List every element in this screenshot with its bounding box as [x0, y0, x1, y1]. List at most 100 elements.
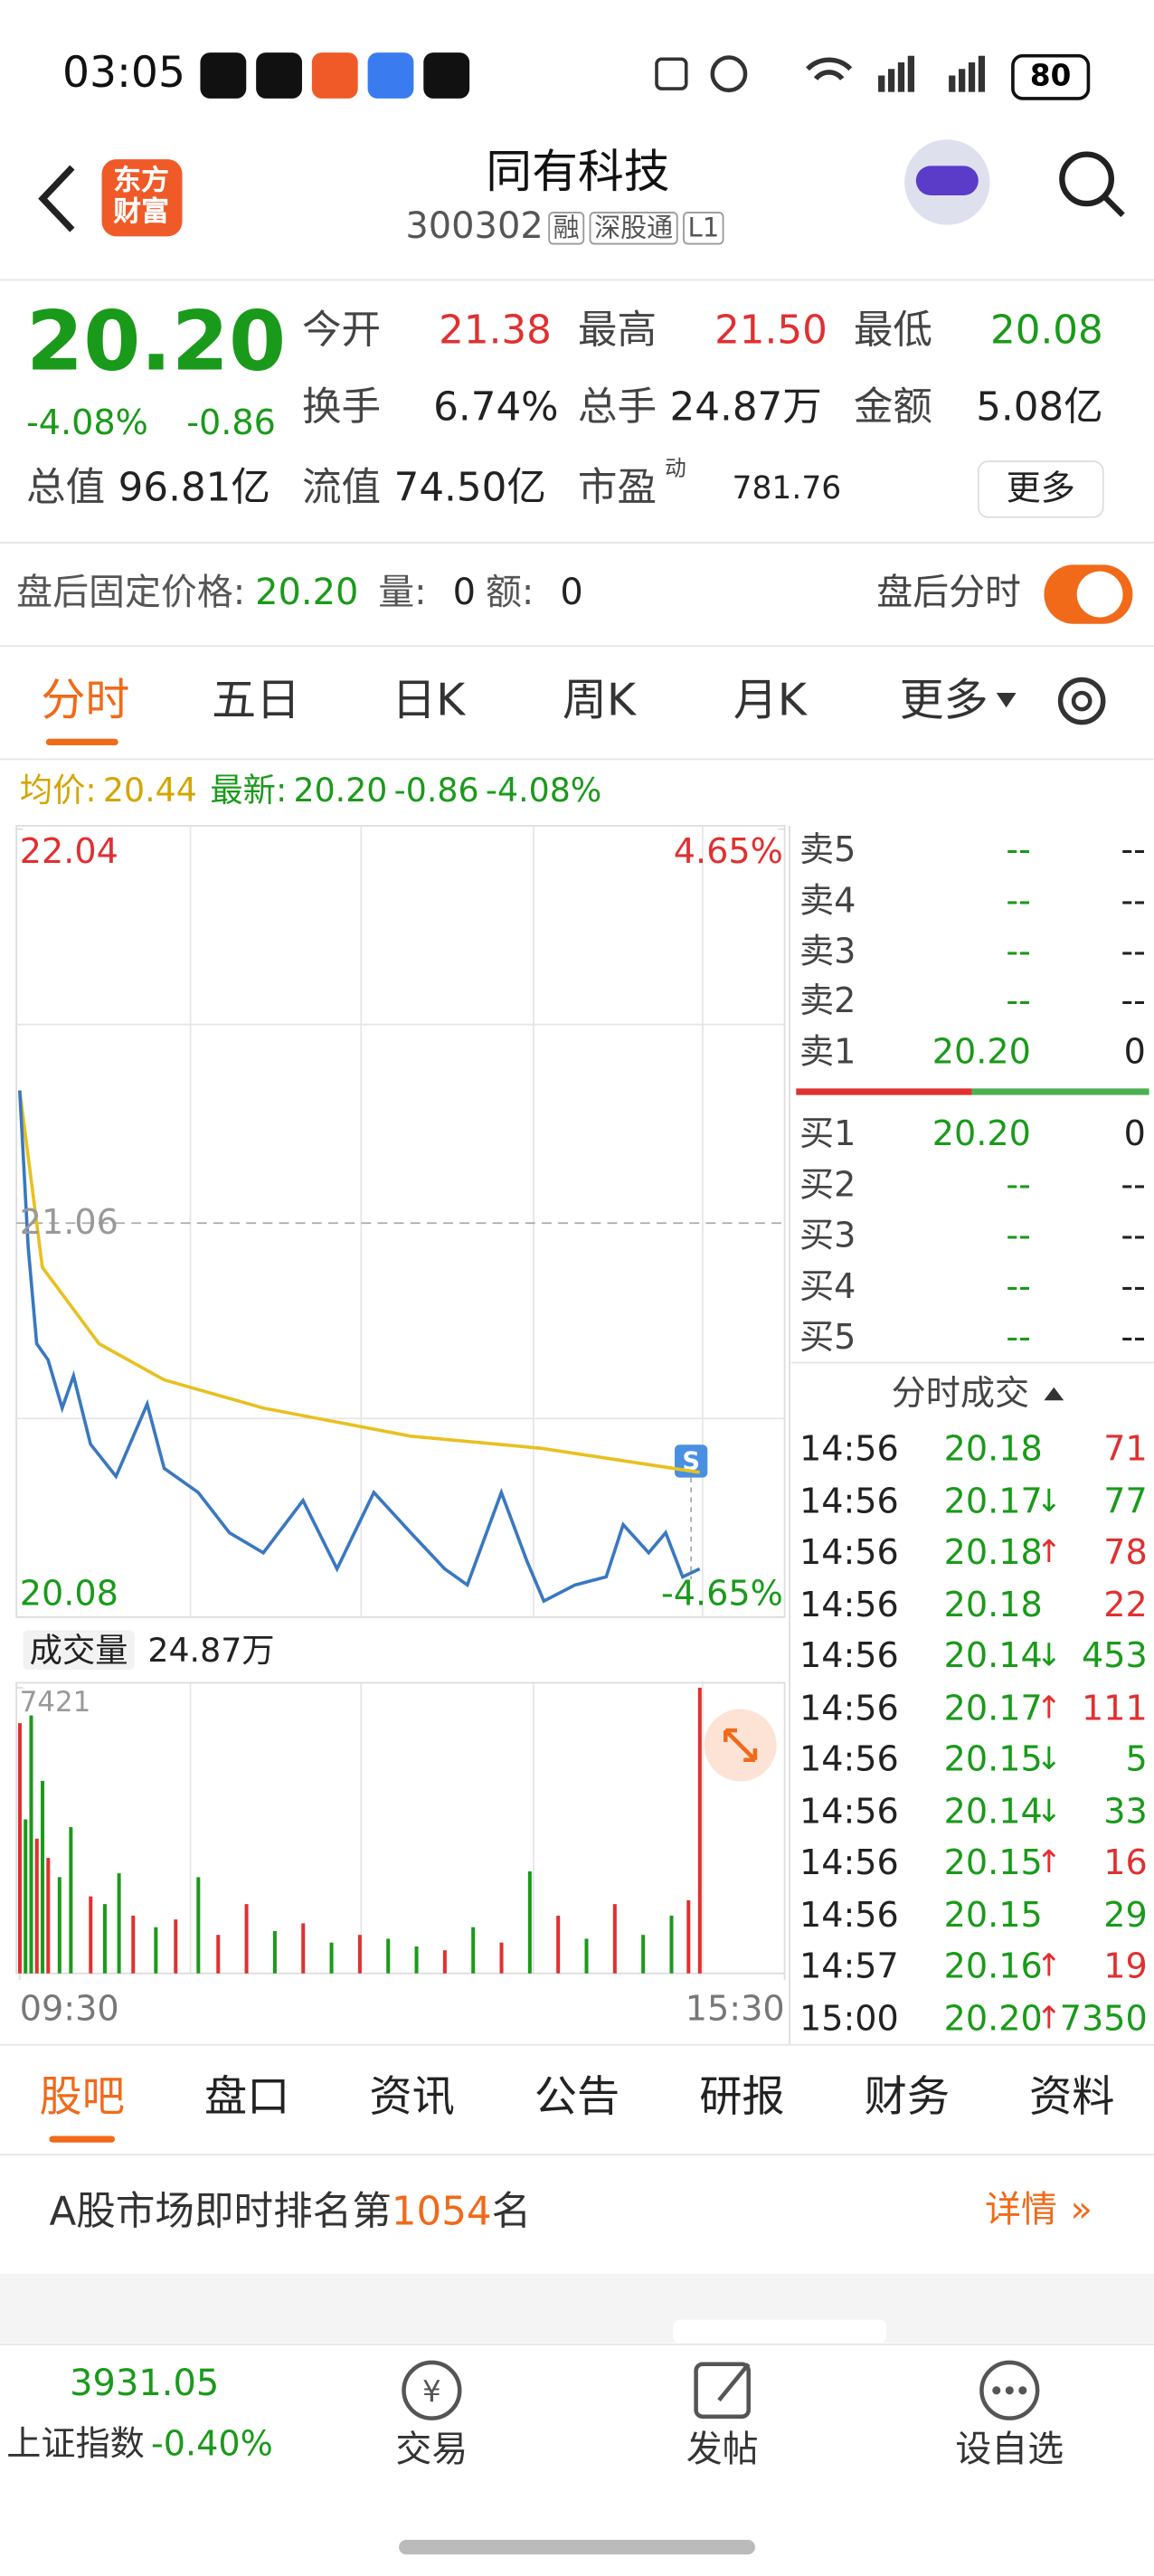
rank-number: 1054: [391, 2188, 492, 2235]
section-tab[interactable]: 股吧: [39, 2073, 125, 2123]
trade-price: 20.18: [943, 1532, 1043, 1572]
volume-bar: [244, 1904, 249, 1974]
value: 0: [452, 573, 477, 614]
change-pct: -4.08%: [26, 402, 148, 443]
nav-item[interactable]: 设自选: [955, 2429, 1064, 2471]
details-link[interactable]: 详情: [985, 2190, 1057, 2231]
trade-direction: ↓: [1036, 1793, 1063, 1830]
chart-tab[interactable]: 分时: [41, 675, 130, 727]
settings-icon: [1057, 677, 1106, 725]
bid-price: --: [1006, 1317, 1031, 1358]
ask-price: 20.20: [932, 1032, 1031, 1072]
toggle: [1044, 564, 1133, 624]
avg-label: 均价:: [19, 770, 97, 810]
stat-value: 20.08: [990, 307, 1103, 354]
trade-price: 20.20: [943, 1997, 1043, 2038]
ask-label: 卖3: [799, 931, 856, 971]
stat-value: 5.08亿: [976, 384, 1103, 431]
bid-price: 20.20: [932, 1113, 1031, 1154]
more-button[interactable]: 更多: [1006, 469, 1075, 508]
bid-price: --: [1006, 1164, 1031, 1205]
trade-time: 14:56: [799, 1635, 899, 1676]
volume-bar: [154, 1927, 158, 1974]
trade-volume: 5: [1125, 1739, 1148, 1779]
trade-volume: 33: [1103, 1791, 1148, 1831]
trade-volume: 71: [1103, 1429, 1148, 1469]
value: 20.20: [255, 573, 359, 614]
section-tab[interactable]: 财务: [864, 2073, 951, 2123]
volume-bar: [17, 1723, 22, 1974]
nav-item[interactable]: 发帖: [686, 2429, 759, 2471]
trade-price: 20.18: [943, 1429, 1043, 1469]
trade-direction: ↑: [1036, 1999, 1063, 2036]
volume-bar: [669, 1915, 674, 1974]
bid-volume: --: [1121, 1317, 1146, 1358]
index-value[interactable]: 3931.05: [70, 2363, 220, 2406]
stat-value: 6.74%: [433, 384, 559, 431]
index-row[interactable]: 上证指数 -0.40%: [6, 2427, 273, 2462]
volume-title[interactable]: 成交量: [23, 1630, 135, 1670]
bid-label: 买1: [799, 1113, 856, 1154]
assistant-icon: [904, 139, 990, 225]
stat-value: 21.38: [439, 307, 552, 354]
y-tick-label: 7421: [19, 1687, 91, 1720]
avg-value: 20.44: [102, 770, 197, 810]
trade-time: 15:00: [799, 1997, 899, 2038]
stock-title: 同有科技: [486, 144, 670, 199]
ask-price: --: [1006, 981, 1031, 1021]
section-tab[interactable]: 资讯: [369, 2073, 455, 2123]
trade-time: 14:56: [799, 1894, 899, 1935]
volume-bar: [471, 1927, 476, 1974]
nav-icons: [402, 2360, 1040, 2420]
expand-icon: [704, 1709, 777, 1782]
volume-bar: [301, 1923, 306, 1974]
stock-code-row: 300302 融深股通 L1: [405, 206, 724, 249]
section-tab[interactable]: 资料: [1029, 2073, 1115, 2123]
battery: 80: [1011, 53, 1091, 100]
trade-volume: 16: [1103, 1842, 1148, 1883]
section-tab[interactable]: 盘口: [203, 2073, 290, 2123]
chart-tab[interactable]: 日K: [392, 675, 466, 727]
rank: A股市场即时排名第 1054 名: [49, 2192, 531, 2231]
nav-item[interactable]: 交易: [395, 2429, 468, 2471]
trade-volume: 111: [1081, 1687, 1148, 1728]
trade-price: 20.14: [943, 1791, 1043, 1831]
volume-bar: [196, 1877, 201, 1974]
volume-bar: [24, 1819, 28, 1974]
ask-volume: --: [1121, 880, 1146, 920]
volume-bar: [131, 1915, 136, 1974]
chart-tab[interactable]: 更多: [899, 675, 988, 727]
trade-volume: 7350: [1059, 1997, 1148, 2038]
rank-prefix: A股市场即时排名第: [49, 2188, 392, 2235]
ask-volume: --: [1121, 931, 1146, 971]
back-icon: [38, 165, 75, 232]
stat-value: 21.50: [714, 307, 828, 354]
stock-code: 300302: [405, 206, 544, 249]
stat-value: 24.87万: [669, 384, 822, 431]
volume-bar: [612, 1904, 617, 1974]
section-tab[interactable]: 公告: [534, 2073, 620, 2123]
stat-superscript: 动: [665, 457, 686, 482]
volume-total: 24.87万: [147, 1630, 275, 1670]
y2-tick-label: -4.65%: [660, 1573, 783, 1614]
chart-tab[interactable]: 月K: [733, 675, 807, 727]
section-tab[interactable]: 研报: [699, 2073, 785, 2123]
label: 额:: [485, 573, 534, 614]
chart-tab[interactable]: 周K: [562, 675, 637, 727]
signal-icons: [655, 55, 986, 93]
volume-bar: [556, 1915, 561, 1974]
volume-bar: [414, 1946, 419, 1974]
trade-time: 14:56: [799, 1739, 899, 1779]
trade-price: 20.14: [943, 1635, 1043, 1676]
trade-price: 20.17: [943, 1481, 1043, 1520]
trade-time: 14:56: [799, 1429, 899, 1469]
volume-bar: [697, 1687, 702, 1974]
tab-underline: [45, 738, 118, 746]
stat-value: 96.81亿: [118, 464, 270, 511]
chart-tab[interactable]: 五日: [212, 675, 301, 727]
trade-price: 20.15: [943, 1842, 1043, 1883]
trade-time: 14:57: [799, 1946, 899, 1986]
tag: 融: [548, 212, 585, 245]
search-icon: [1059, 151, 1114, 207]
